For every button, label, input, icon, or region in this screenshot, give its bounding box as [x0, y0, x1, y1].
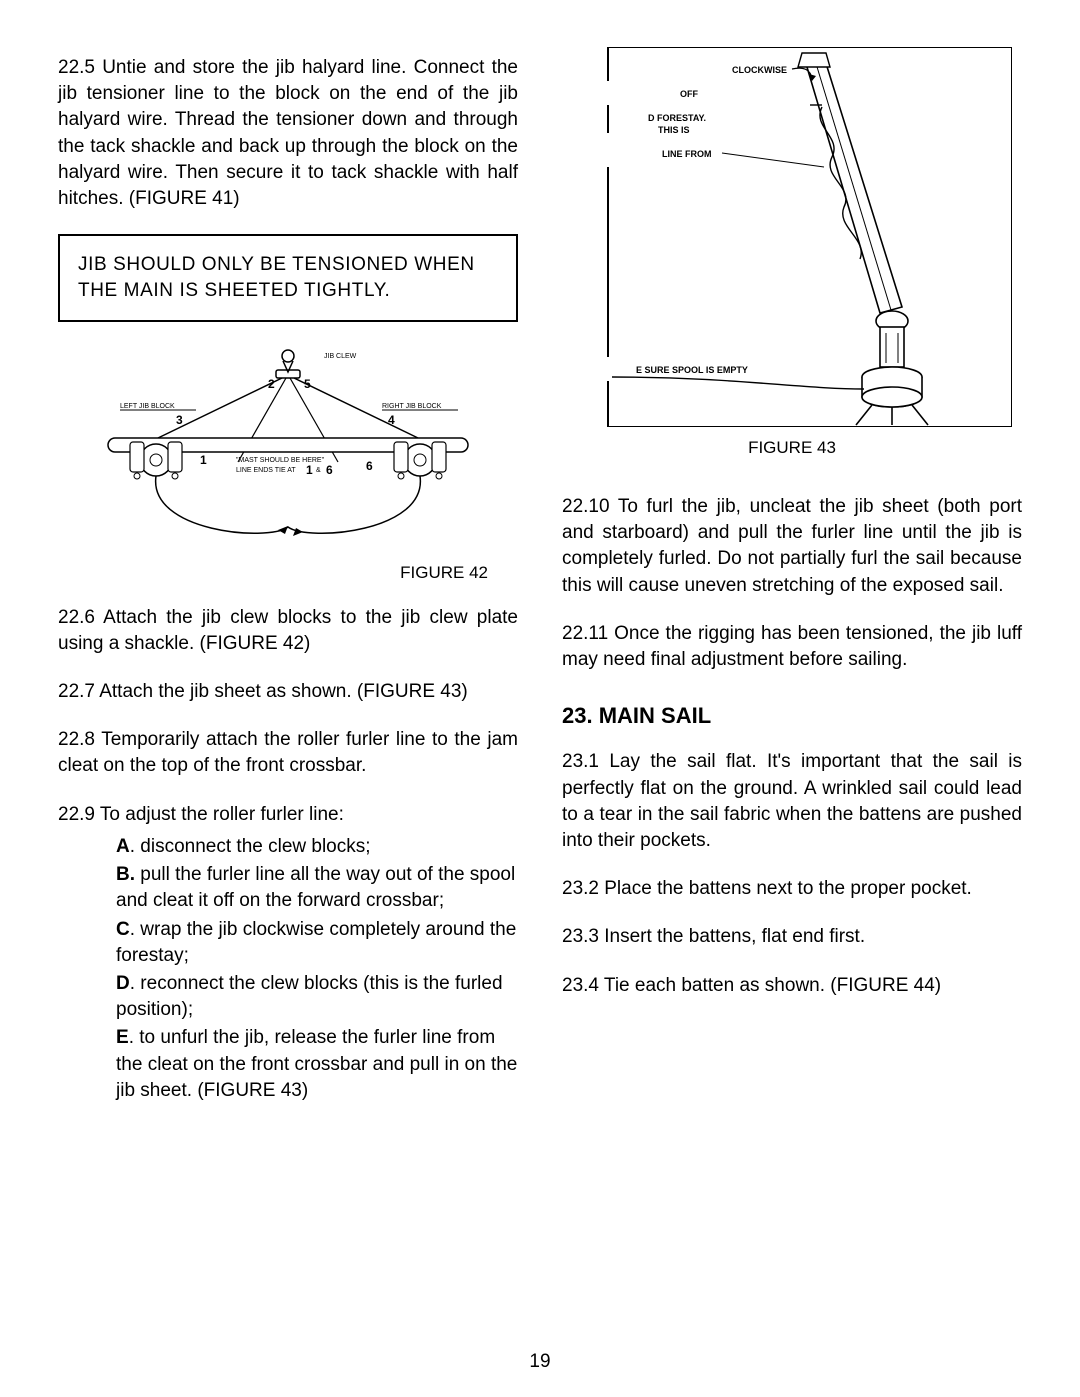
step-C: C. wrap the jib clockwise completely aro…: [116, 917, 518, 969]
fig43-linefrom: LINE FROM: [662, 149, 712, 159]
para-22-5: 22.5 Untie and store the jib halyard lin…: [58, 55, 518, 212]
step-D: D. reconnect the clew blocks (this is th…: [116, 971, 518, 1023]
fig42-right-block: [394, 442, 446, 479]
fig43-clockwise: CLOCKWISE: [732, 65, 787, 75]
fig43-off: OFF: [680, 89, 698, 99]
fig42-num-3: 3: [176, 413, 183, 427]
para-22-9-intro: 22.9 To adjust the roller furler line:: [58, 802, 518, 828]
section-23-heading: 23. MAIN SAIL: [562, 703, 1022, 729]
step-A: A. disconnect the clew blocks;: [116, 834, 518, 860]
para-22-7: 22.7 Attach the jib sheet as shown. (FIG…: [58, 679, 518, 705]
figure-42-svg: JIB CLEW 2 5 LEFT JIB BLOCK 3 RIGHT JIB …: [88, 342, 488, 552]
page-number: 19: [0, 1351, 1080, 1373]
svg-text:1: 1: [306, 463, 313, 477]
fig42-num-5: 5: [304, 377, 311, 391]
fig42-num-1: 1: [200, 453, 207, 467]
figure-43-svg: CLOCKWISE OFF D FORESTAY. THIS IS LINE F…: [572, 47, 1012, 427]
jib-tension-note: JIB SHOULD ONLY BE TENSIONED WHEN THE MA…: [58, 234, 518, 321]
para-23-3: 23.3 Insert the battens, flat end first.: [562, 924, 1022, 950]
figure-43: CLOCKWISE OFF D FORESTAY. THIS IS LINE F…: [562, 47, 1022, 458]
fig42-mid-line2: LINE ENDS TIE AT: [236, 467, 296, 474]
svg-text:6: 6: [326, 463, 333, 477]
figure-43-caption: FIGURE 43: [562, 438, 1022, 458]
fig42-jib-clew-label: JIB CLEW: [324, 353, 357, 360]
fig43-forestay2: THIS IS: [658, 125, 690, 135]
fig43-emptyspool: E SURE SPOOL IS EMPTY: [636, 365, 748, 375]
svg-text:&: &: [316, 467, 321, 474]
para-22-8: 22.8 Temporarily attach the roller furle…: [58, 727, 518, 779]
para-23-1: 23.1 Lay the sail flat. It's important t…: [562, 749, 1022, 854]
step-E: E. to unfurl the jib, release the furler…: [116, 1025, 518, 1104]
figure-42: JIB CLEW 2 5 LEFT JIB BLOCK 3 RIGHT JIB …: [58, 342, 518, 583]
right-column: CLOCKWISE OFF D FORESTAY. THIS IS LINE F…: [562, 55, 1022, 1106]
fig42-num-2: 2: [268, 377, 275, 391]
fig42-left-block: [130, 442, 182, 479]
fig42-right-block-label: RIGHT JIB BLOCK: [382, 403, 442, 410]
fig43-forestay1: D FORESTAY.: [648, 113, 706, 123]
figure-42-caption: FIGURE 42: [58, 563, 518, 583]
para-23-2: 23.2 Place the battens next to the prope…: [562, 876, 1022, 902]
furler-steps-list: A. disconnect the clew blocks; B. pull t…: [58, 834, 518, 1104]
para-22-10: 22.10 To furl the jib, uncleat the jib s…: [562, 494, 1022, 599]
step-B: B. pull the furler line all the way out …: [116, 862, 518, 914]
fig42-num-6: 6: [366, 459, 373, 473]
left-column: 22.5 Untie and store the jib halyard lin…: [58, 55, 518, 1106]
para-22-11: 22.11 Once the rigging has been tensione…: [562, 621, 1022, 673]
fig42-left-block-label: LEFT JIB BLOCK: [120, 403, 175, 410]
para-23-4: 23.4 Tie each batten as shown. (FIGURE 4…: [562, 973, 1022, 999]
para-22-6: 22.6 Attach the jib clew blocks to the j…: [58, 605, 518, 657]
fig42-num-4: 4: [388, 413, 395, 427]
